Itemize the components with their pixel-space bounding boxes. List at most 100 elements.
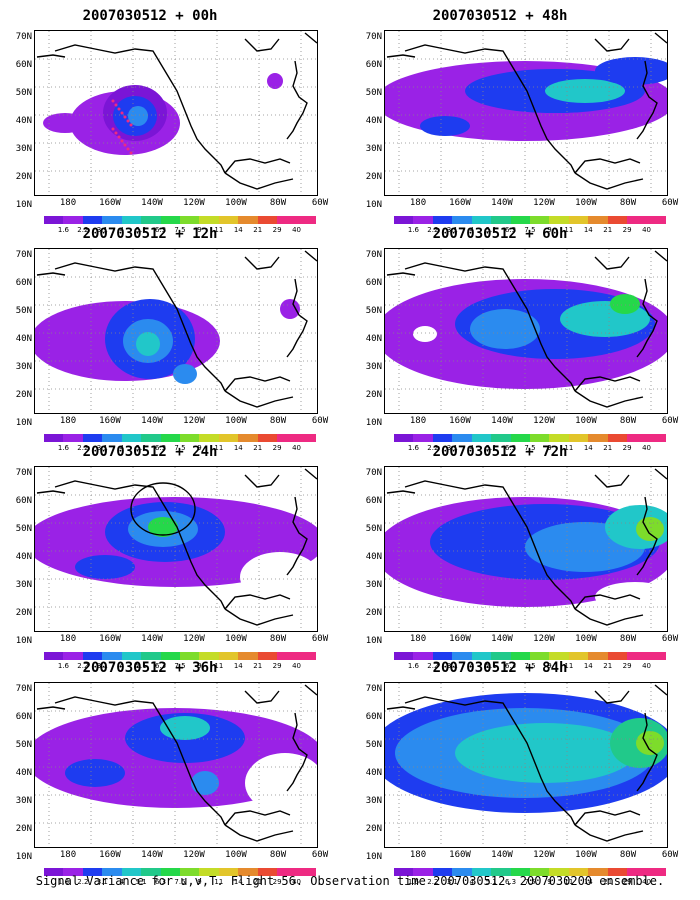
colorbar-swatch [569, 216, 588, 224]
colorbar [394, 652, 666, 660]
colorbar [44, 216, 316, 224]
latitude-label: 10N [350, 636, 382, 646]
colorbar-swatch [44, 216, 63, 224]
latitude-label: 40N [0, 552, 32, 562]
flight-track-point [118, 108, 121, 111]
flight-track-point [121, 112, 124, 115]
longitude-label: 60W [662, 416, 678, 426]
latitude-label: 40N [350, 334, 382, 344]
colorbar-swatch [63, 216, 82, 224]
latitude-label: 70N [350, 32, 382, 42]
latitude-label: 50N [0, 88, 32, 98]
colorbar-swatch [199, 434, 218, 442]
coastline [37, 55, 65, 57]
colorbar-swatch [161, 216, 180, 224]
longitude-label: 140W [141, 634, 163, 644]
longitude-label: 180 [410, 634, 426, 644]
colorbar-swatch [413, 434, 432, 442]
latitude-label: 50N [350, 88, 382, 98]
colorbar [44, 652, 316, 660]
latitude-label: 10N [350, 200, 382, 210]
forecast-panel: 2007030512 + 72h 70N 60N 50N 40N 30N 20N 10N 180… [350, 444, 650, 654]
latitude-label: 60N [0, 712, 32, 722]
latitude-label: 20N [350, 608, 382, 618]
colorbar-swatch [608, 216, 627, 224]
latitude-label: 30N [0, 144, 32, 154]
flight-track-point [124, 144, 127, 147]
flight-track-point [121, 140, 124, 143]
coastline [655, 251, 667, 261]
coastline [387, 273, 415, 275]
longitude-label: 120W [533, 850, 555, 860]
forecast-panel: 2007030512 + 84h 70N 60N 50N 40N 30N 20N 10N 180… [350, 660, 650, 870]
coastline [655, 33, 667, 43]
longitude-label: 160W [99, 198, 121, 208]
latitude-label: 50N [350, 740, 382, 750]
longitude-label: 100W [225, 416, 247, 426]
latitude-label: 10N [0, 852, 32, 862]
variance-map [384, 682, 668, 848]
colorbar-swatch [394, 216, 413, 224]
panel-title: 2007030512 + 24h [0, 444, 300, 460]
latitude-label: 50N [0, 740, 32, 750]
variance-contour [75, 555, 135, 579]
longitude-label: 140W [491, 198, 513, 208]
latitude-label: 50N [350, 306, 382, 316]
longitude-label: 180 [60, 198, 76, 208]
longitude-label: 140W [491, 416, 513, 426]
variance-contour [420, 116, 470, 136]
colorbar-swatch [569, 434, 588, 442]
longitude-label: 60W [662, 634, 678, 644]
colorbar-swatch [161, 434, 180, 442]
latitude-label: 40N [0, 116, 32, 126]
colorbar [394, 216, 666, 224]
latitude-label: 40N [350, 768, 382, 778]
colorbar-swatch [83, 652, 102, 660]
longitude-label: 80W [620, 634, 636, 644]
colorbar-swatch [452, 216, 471, 224]
latitude-label: 30N [350, 362, 382, 372]
coastline [245, 475, 279, 487]
colorbar-swatch [277, 216, 296, 224]
colorbar-swatch [219, 434, 238, 442]
longitude-label: 120W [183, 634, 205, 644]
latitude-label: 20N [350, 172, 382, 182]
latitude-label: 60N [0, 496, 32, 506]
coastline [305, 251, 317, 261]
flight-track-point [118, 136, 121, 139]
coastline [245, 257, 279, 269]
latitude-label: 60N [0, 60, 32, 70]
colorbar-swatch [530, 434, 549, 442]
colorbar-swatch [549, 652, 568, 660]
map-canvas [385, 31, 667, 195]
colorbar-swatch [199, 216, 218, 224]
longitude-label: 160W [449, 198, 471, 208]
colorbar-swatch [83, 434, 102, 442]
colorbar-swatch [511, 652, 530, 660]
colorbar-swatch [277, 434, 296, 442]
longitude-label: 140W [491, 634, 513, 644]
longitude-label: 180 [60, 634, 76, 644]
longitude-label: 100W [575, 416, 597, 426]
colorbar-swatch [258, 216, 277, 224]
colorbar-swatch [141, 216, 160, 224]
figure-caption: Signal Variance for u,v,T. Flight 56. Ob… [0, 874, 700, 888]
colorbar-swatch [413, 216, 432, 224]
latitude-label: 60N [350, 496, 382, 506]
latitude-label: 30N [350, 796, 382, 806]
panel-title: 2007030512 + 00h [0, 8, 300, 24]
colorbar-swatch [413, 652, 432, 660]
variance-contour [43, 113, 87, 133]
longitude-label: 180 [410, 416, 426, 426]
colorbar [44, 434, 316, 442]
colorbar-swatch [63, 652, 82, 660]
latitude-label: 20N [350, 824, 382, 834]
latitude-label: 40N [0, 768, 32, 778]
latitude-label: 60N [350, 278, 382, 288]
latitude-label: 10N [350, 852, 382, 862]
variance-contour [280, 299, 300, 319]
colorbar-swatch [608, 434, 627, 442]
coastline [225, 159, 290, 173]
coastline [575, 159, 640, 173]
latitude-label: 20N [0, 172, 32, 182]
